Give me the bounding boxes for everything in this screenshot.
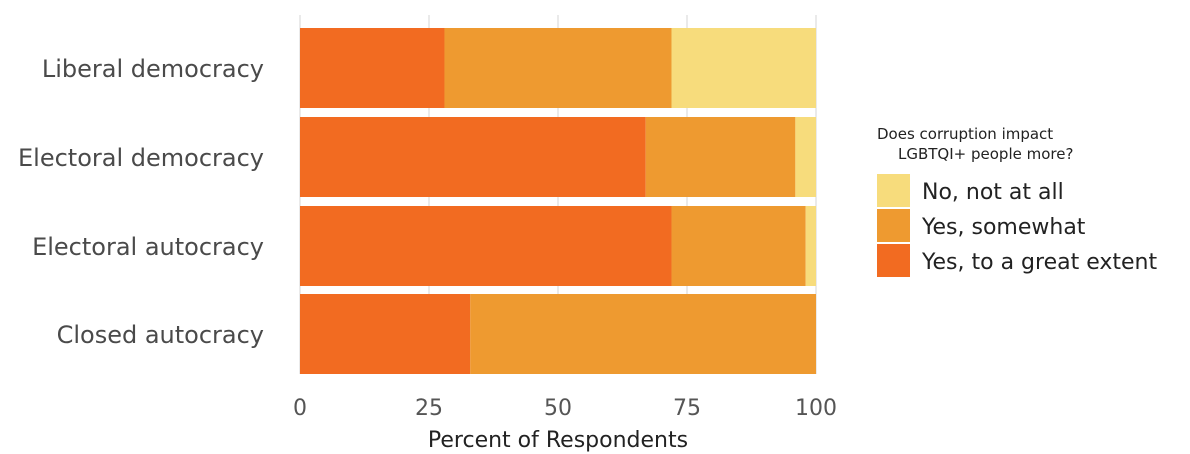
- legend-swatch-0: [877, 174, 910, 207]
- bars: [300, 28, 816, 374]
- category-label-0: Liberal democracy: [42, 55, 264, 83]
- x-tick-label-1: 25: [415, 396, 443, 421]
- legend-swatch-2: [877, 244, 910, 277]
- bar-3-0: [300, 294, 471, 374]
- x-tick-label-2: 50: [544, 396, 572, 421]
- bar-0-0: [300, 28, 445, 108]
- category-label-1: Electoral democracy: [18, 144, 264, 172]
- bar-0-1: [444, 28, 672, 108]
- legend-title-line-1: Does corruption impact: [877, 125, 1053, 143]
- legend-label-0: No, not at all: [922, 180, 1064, 205]
- category-labels: Liberal democracy Electoral democracy Elec…: [18, 55, 264, 349]
- bar-3-1: [470, 294, 816, 374]
- x-tick-labels: 0 25 50 75 100: [293, 396, 837, 421]
- category-label-3: Closed autocracy: [57, 321, 264, 349]
- bar-1-2: [795, 117, 816, 197]
- legend-items: No, not at all Yes, somewhat Yes, to a gre…: [877, 174, 1157, 277]
- bar-2-1: [671, 206, 806, 286]
- x-tick-label-4: 100: [795, 396, 837, 421]
- bar-1-1: [645, 117, 796, 197]
- x-tick-label-3: 75: [673, 396, 701, 421]
- legend-title-line-2: LGBTQI+ people more?: [898, 145, 1073, 163]
- legend: Does corruption impact LGBTQI+ people mo…: [877, 125, 1157, 277]
- bar-1-0: [300, 117, 646, 197]
- bar-0-2: [671, 28, 816, 108]
- legend-label-2: Yes, to a great extent: [921, 250, 1157, 275]
- bar-2-0: [300, 206, 672, 286]
- bar-2-2: [805, 206, 816, 286]
- x-axis-title: Percent of Respondents: [428, 428, 688, 453]
- x-tick-label-0: 0: [293, 396, 307, 421]
- category-label-2: Electoral autocracy: [32, 233, 264, 261]
- legend-label-1: Yes, somewhat: [921, 215, 1086, 240]
- legend-swatch-1: [877, 209, 910, 242]
